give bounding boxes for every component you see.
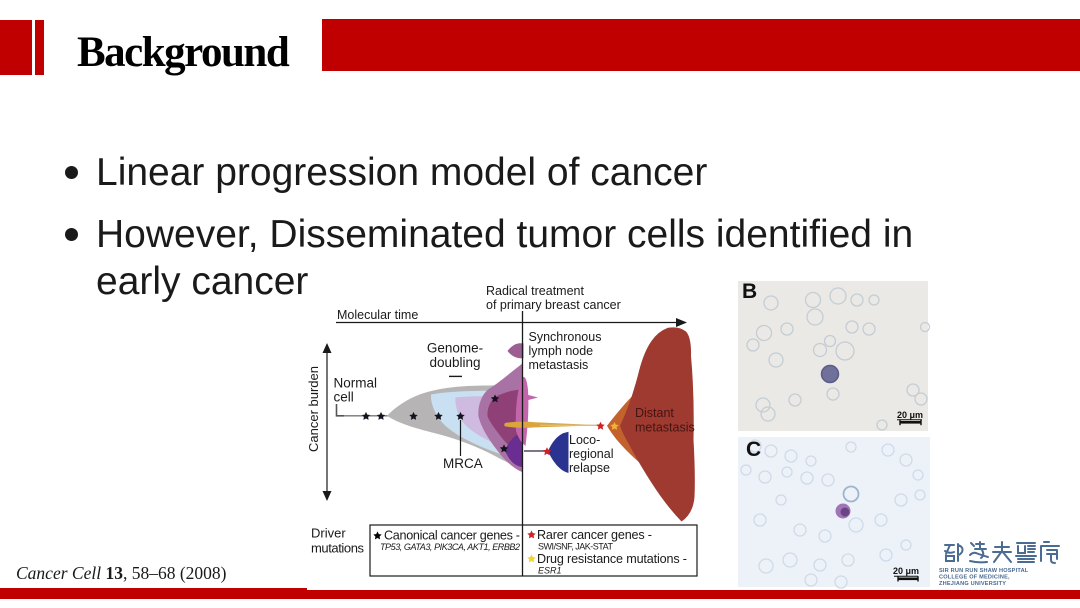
svg-text:Distant: Distant bbox=[635, 406, 674, 420]
svg-text:20 μm: 20 μm bbox=[893, 566, 919, 576]
svg-text:Radical treatment: Radical treatment bbox=[486, 284, 584, 298]
svg-text:doubling: doubling bbox=[429, 355, 480, 370]
svg-text:Genome-: Genome- bbox=[427, 341, 483, 356]
svg-text:SIR RUN RUN SHAW HOSPITAL: SIR RUN RUN SHAW HOSPITAL bbox=[939, 568, 1029, 574]
svg-text:20 μm: 20 μm bbox=[897, 410, 923, 420]
svg-text:Canonical cancer genes -: Canonical cancer genes - bbox=[384, 529, 520, 543]
svg-text:relapse: relapse bbox=[569, 461, 610, 475]
svg-text:mutations: mutations bbox=[311, 541, 365, 556]
svg-text:regional: regional bbox=[569, 447, 613, 461]
svg-text:Molecular time: Molecular time bbox=[337, 308, 418, 322]
svg-text:ESR1: ESR1 bbox=[538, 566, 562, 576]
svg-text:SWI/SNF, JAK-STAT: SWI/SNF, JAK-STAT bbox=[538, 542, 614, 552]
svg-text:Cancer burden: Cancer burden bbox=[306, 366, 321, 452]
svg-text:of primary breast cancer: of primary breast cancer bbox=[486, 298, 621, 312]
svg-text:TP53, GATA3, PIK3CA, AKT1, ERB: TP53, GATA3, PIK3CA, AKT1, ERBB2 bbox=[380, 542, 520, 552]
svg-text:Loco-: Loco- bbox=[569, 433, 600, 447]
svg-text:C: C bbox=[746, 438, 761, 461]
svg-text:MRCA: MRCA bbox=[443, 456, 483, 471]
svg-text:lymph node: lymph node bbox=[529, 344, 594, 358]
svg-text:Rarer cancer genes -: Rarer cancer genes - bbox=[537, 528, 652, 542]
svg-text:COLLEGE OF MEDICINE,: COLLEGE OF MEDICINE, bbox=[939, 575, 1010, 581]
svg-text:Driver: Driver bbox=[311, 526, 346, 541]
svg-text:B: B bbox=[742, 280, 757, 303]
svg-text:Normal: Normal bbox=[334, 376, 378, 391]
svg-text:cell: cell bbox=[334, 390, 354, 405]
svg-text:Synchronous: Synchronous bbox=[529, 330, 602, 344]
svg-text:metastasis: metastasis bbox=[635, 421, 695, 435]
svg-text:metastasis: metastasis bbox=[529, 358, 589, 372]
svg-text:Drug resistance mutations -: Drug resistance mutations - bbox=[537, 552, 687, 566]
svg-text:ZHEJIANG UNIVERSITY: ZHEJIANG UNIVERSITY bbox=[939, 581, 1006, 587]
